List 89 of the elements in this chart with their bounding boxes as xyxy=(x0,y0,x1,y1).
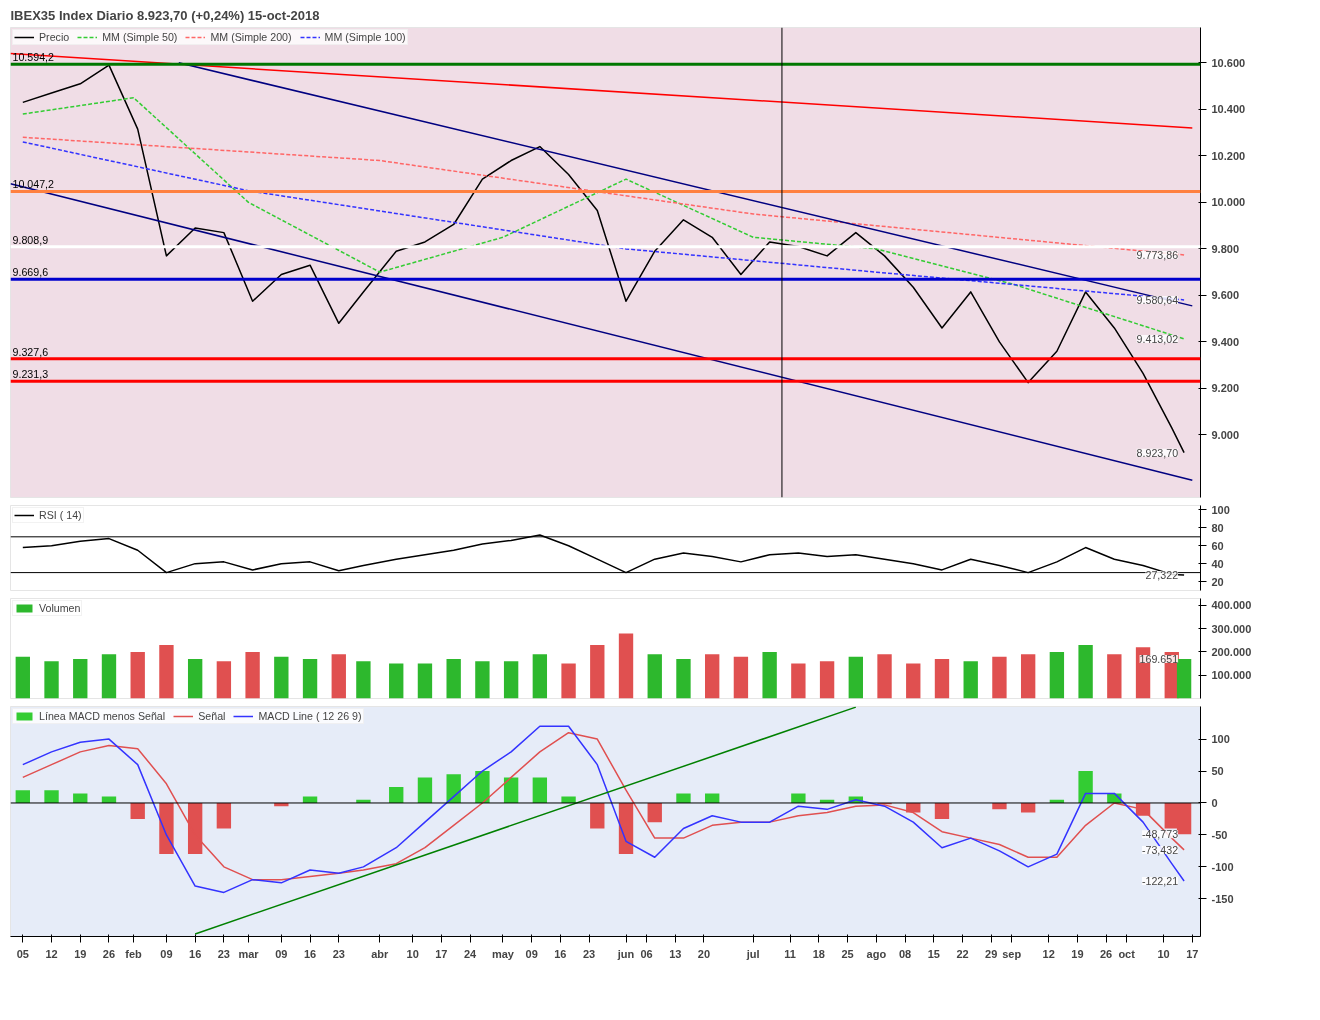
annotation: 9.413,02 xyxy=(1136,332,1179,345)
x-tick-label: feb xyxy=(125,947,143,960)
y-tick-label: 60 xyxy=(1211,539,1224,552)
x-tick-label: 29 xyxy=(985,947,998,960)
x-tick-label: 17 xyxy=(435,947,448,960)
legend-label: MACD Line ( 12 26 9) xyxy=(258,710,362,722)
x-tick-label: 13 xyxy=(669,947,682,960)
y-tick-label: 100.000 xyxy=(1211,669,1252,682)
ref-line-label: 10.047,2 xyxy=(12,178,55,191)
legend-label: Señal xyxy=(198,710,226,722)
legend-label: Precio xyxy=(39,31,70,43)
legend-label: RSI ( 14) xyxy=(39,509,82,521)
legend-label: MM (Simple 200) xyxy=(210,31,292,43)
x-tick-label: mar xyxy=(238,947,260,960)
chart-title: IBEX35 Index Diario 8.923,70 (+0,24%) 15-oct-2018 xyxy=(10,7,320,23)
x-tick-label: 19 xyxy=(1071,947,1084,960)
y-tick-label: 10.400 xyxy=(1211,103,1246,116)
y-tick-label: 40 xyxy=(1211,557,1224,570)
ref-line-label: 9.327,6 xyxy=(12,345,49,358)
y-tick-label: 9.200 xyxy=(1211,382,1240,395)
x-tick-label: 15 xyxy=(927,947,940,960)
y-tick-label: 100 xyxy=(1211,503,1230,516)
x-tick-label: 12 xyxy=(1042,947,1055,960)
x-tick-label: 11 xyxy=(784,947,796,960)
ref-line-label: 9.808,9 xyxy=(12,233,49,246)
y-tick-label: -150 xyxy=(1211,892,1234,905)
x-tick-label: 16 xyxy=(554,947,567,960)
x-tick-label: 23 xyxy=(332,947,345,960)
x-tick-label: 06 xyxy=(640,947,653,960)
x-tick-label: 16 xyxy=(303,947,317,960)
x-tick-label: 23 xyxy=(582,947,596,960)
x-tick-label: 10 xyxy=(1157,947,1170,960)
annotation: 9.773,86 xyxy=(1136,248,1179,261)
x-tick-label: abr xyxy=(371,947,390,960)
x-tick-label: 16 xyxy=(189,947,202,960)
x-tick-label: oct xyxy=(1118,947,1136,960)
x-tick-label: 17 xyxy=(1186,947,1199,960)
y-tick-label: 50 xyxy=(1211,765,1224,778)
x-tick-label: 18 xyxy=(812,947,826,960)
y-tick-label: 20 xyxy=(1211,575,1224,588)
x-tick-label: 12 xyxy=(45,947,58,960)
x-tick-label: may xyxy=(491,947,515,960)
y-tick-label: 200.000 xyxy=(1211,645,1252,658)
x-tick-label: jul xyxy=(745,947,760,960)
x-tick-label: 25 xyxy=(841,947,854,960)
y-tick-label: 10.200 xyxy=(1211,149,1246,162)
x-tick-label: 26 xyxy=(1100,947,1113,960)
legend-label: Volumen xyxy=(39,602,81,614)
y-tick-label: -100 xyxy=(1211,860,1234,873)
annotation: -48,773 xyxy=(1141,828,1179,841)
ref-line-label: 9.669,6 xyxy=(12,266,49,279)
ref-line-label: 9.231,3 xyxy=(12,368,49,381)
x-tick-label: 09 xyxy=(525,947,538,960)
ref-line-label: 10.594,2 xyxy=(12,51,55,64)
x-tick-label: 05 xyxy=(16,947,29,960)
x-tick-label: 22 xyxy=(956,947,969,960)
legend-label: MM (Simple 100) xyxy=(324,31,406,43)
annotation: -73,432 xyxy=(1141,843,1179,856)
x-tick-label: 09 xyxy=(275,947,288,960)
x-tick-label: 08 xyxy=(898,947,912,960)
y-tick-label: 80 xyxy=(1211,521,1224,534)
annotation: 27,322 xyxy=(1145,569,1179,581)
legend-label: MM (Simple 50) xyxy=(102,31,178,43)
y-tick-label: 300.000 xyxy=(1211,622,1252,635)
y-tick-label: 9.400 xyxy=(1211,335,1240,348)
x-tick-label: 19 xyxy=(74,947,87,960)
y-tick-label: 10.600 xyxy=(1211,56,1246,69)
x-tick-label: 09 xyxy=(160,947,173,960)
x-tick-label: 10 xyxy=(406,947,419,960)
x-tick-label: 20 xyxy=(697,947,711,960)
y-tick-label: -50 xyxy=(1211,828,1228,841)
y-tick-label: 10.000 xyxy=(1211,196,1246,209)
y-tick-label: 9.600 xyxy=(1211,289,1240,302)
y-tick-label: 0 xyxy=(1211,796,1218,809)
x-tick-label: sep xyxy=(1002,947,1022,960)
y-tick-label: 9.800 xyxy=(1211,242,1240,255)
y-tick-label: 400.000 xyxy=(1211,599,1252,612)
legend-label: Línea MACD menos Señal xyxy=(39,710,166,722)
annotation: -122,21 xyxy=(1141,875,1179,888)
x-tick-label: 24 xyxy=(463,947,478,960)
y-tick-label: 9.000 xyxy=(1211,428,1240,441)
x-tick-label: 23 xyxy=(217,947,231,960)
y-tick-label: 100 xyxy=(1211,733,1230,746)
x-tick-label: 26 xyxy=(102,947,116,960)
annotation: 169.651 xyxy=(1139,653,1179,666)
x-tick-label: ago xyxy=(866,947,887,960)
annotation: 8.923,70 xyxy=(1136,446,1179,459)
x-tick-label: jun xyxy=(616,947,635,960)
annotation: 9.580,64 xyxy=(1136,293,1179,306)
